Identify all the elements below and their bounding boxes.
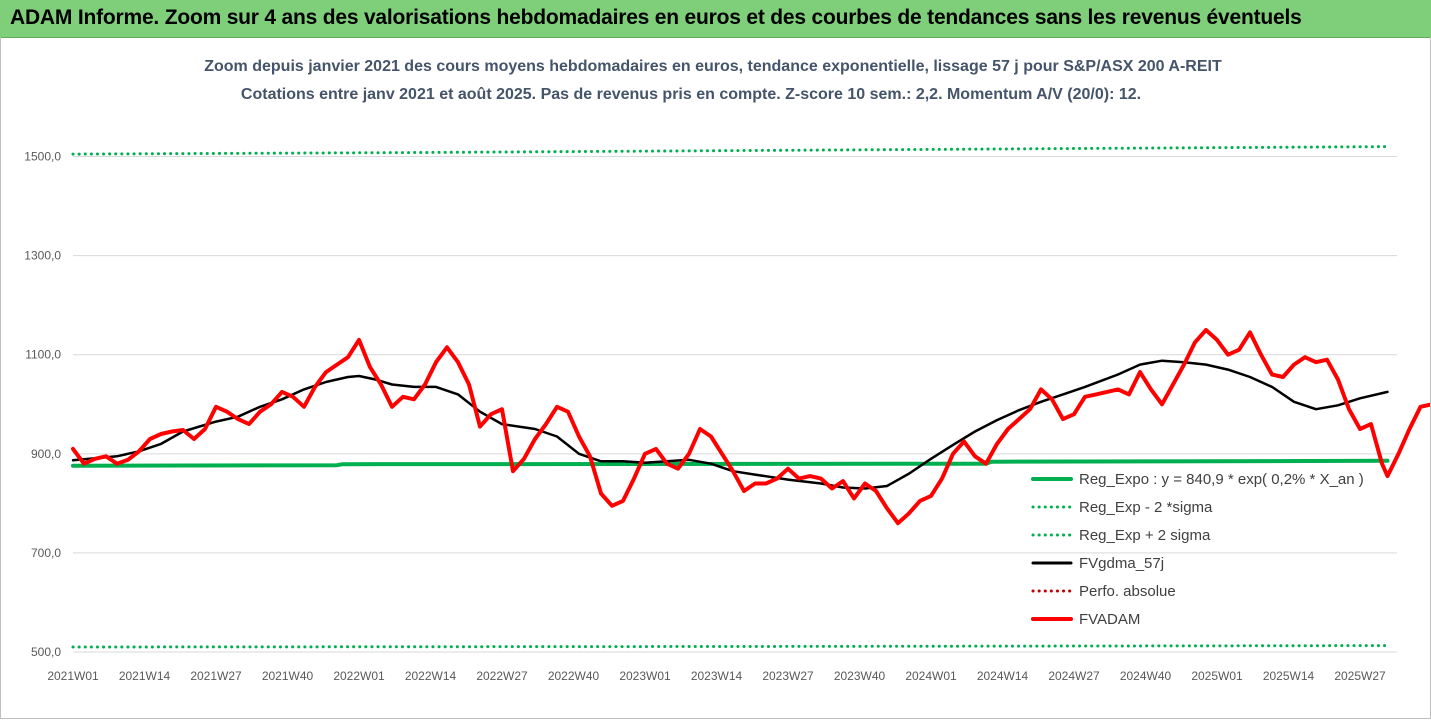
x-tick-label: 2021W40	[262, 669, 314, 683]
x-tick-label: 2025W14	[1263, 669, 1315, 683]
y-tick-label: 1500,0	[24, 150, 61, 164]
y-tick-label: 700,0	[31, 546, 61, 560]
x-tick-label: 2021W01	[47, 669, 99, 683]
x-tick-label: 2023W40	[834, 669, 886, 683]
y-tick-label: 900,0	[31, 447, 61, 461]
legend-label: Reg_Expo : y = 840,9 * exp( 0,2% * X_an …	[1079, 471, 1364, 488]
x-tick-label: 2023W01	[619, 669, 671, 683]
x-tick-label: 2021W14	[119, 669, 171, 683]
report-banner: ADAM Informe. Zoom sur 4 ans des valoris…	[0, 0, 1431, 38]
y-tick-label: 1300,0	[24, 249, 61, 263]
report-title: ADAM Informe. Zoom sur 4 ans des valoris…	[10, 6, 1302, 29]
chart-title-line2: Cotations entre janv 2021 et août 2025. …	[241, 86, 1141, 103]
series-line-regexpo	[71, 458, 1390, 468]
x-tick-label: 2024W40	[1120, 669, 1172, 683]
x-tick-label: 2022W40	[548, 669, 600, 683]
y-tick-label: 1100,0	[25, 348, 61, 362]
series-line-regexp	[71, 644, 1389, 649]
chart-title-line1: Zoom depuis janvier 2021 des cours moyen…	[204, 58, 1222, 75]
chart-frame: Zoom depuis janvier 2021 des cours moyen…	[0, 37, 1431, 719]
legend-label: FVgdma_57j	[1079, 555, 1164, 572]
x-tick-label: 2025W27	[1334, 669, 1386, 683]
series-line-fvadam	[71, 328, 1430, 526]
gridlines	[73, 156, 1397, 653]
legend-label: FVADAM	[1079, 611, 1140, 628]
line-chart: Zoom depuis janvier 2021 des cours moyen…	[24, 58, 1430, 683]
x-tick-label: 2022W14	[405, 669, 457, 683]
x-tick-label: 2022W27	[476, 669, 528, 683]
series-lines	[71, 145, 1430, 649]
x-tick-label: 2024W27	[1048, 669, 1100, 683]
x-tick-label: 2023W27	[762, 669, 814, 683]
series-line-regexp	[71, 145, 1389, 156]
y-axis-ticks: 500,0 700,0 900,0 1100,0 1300,0 1500,0	[24, 150, 61, 659]
x-tick-label: 2022W01	[333, 669, 385, 683]
legend-label: Perfo. absolue	[1079, 583, 1176, 600]
legend-label: Reg_Exp - 2 *sigma	[1079, 499, 1213, 516]
x-tick-label: 2021W27	[190, 669, 242, 683]
x-tick-label: 2024W01	[905, 669, 957, 683]
legend: Reg_Expo : y = 840,9 * exp( 0,2% * X_an …	[1031, 471, 1364, 628]
x-tick-label: 2023W14	[691, 669, 743, 683]
legend-label: Reg_Exp + 2 sigma	[1079, 527, 1211, 544]
x-axis-ticks: 2021W01 2021W14 2021W27 2021W40 2022W01 2022W…	[47, 669, 1386, 683]
y-tick-label: 500,0	[31, 645, 61, 659]
x-tick-label: 2024W14	[977, 669, 1029, 683]
x-tick-label: 2025W01	[1191, 669, 1243, 683]
